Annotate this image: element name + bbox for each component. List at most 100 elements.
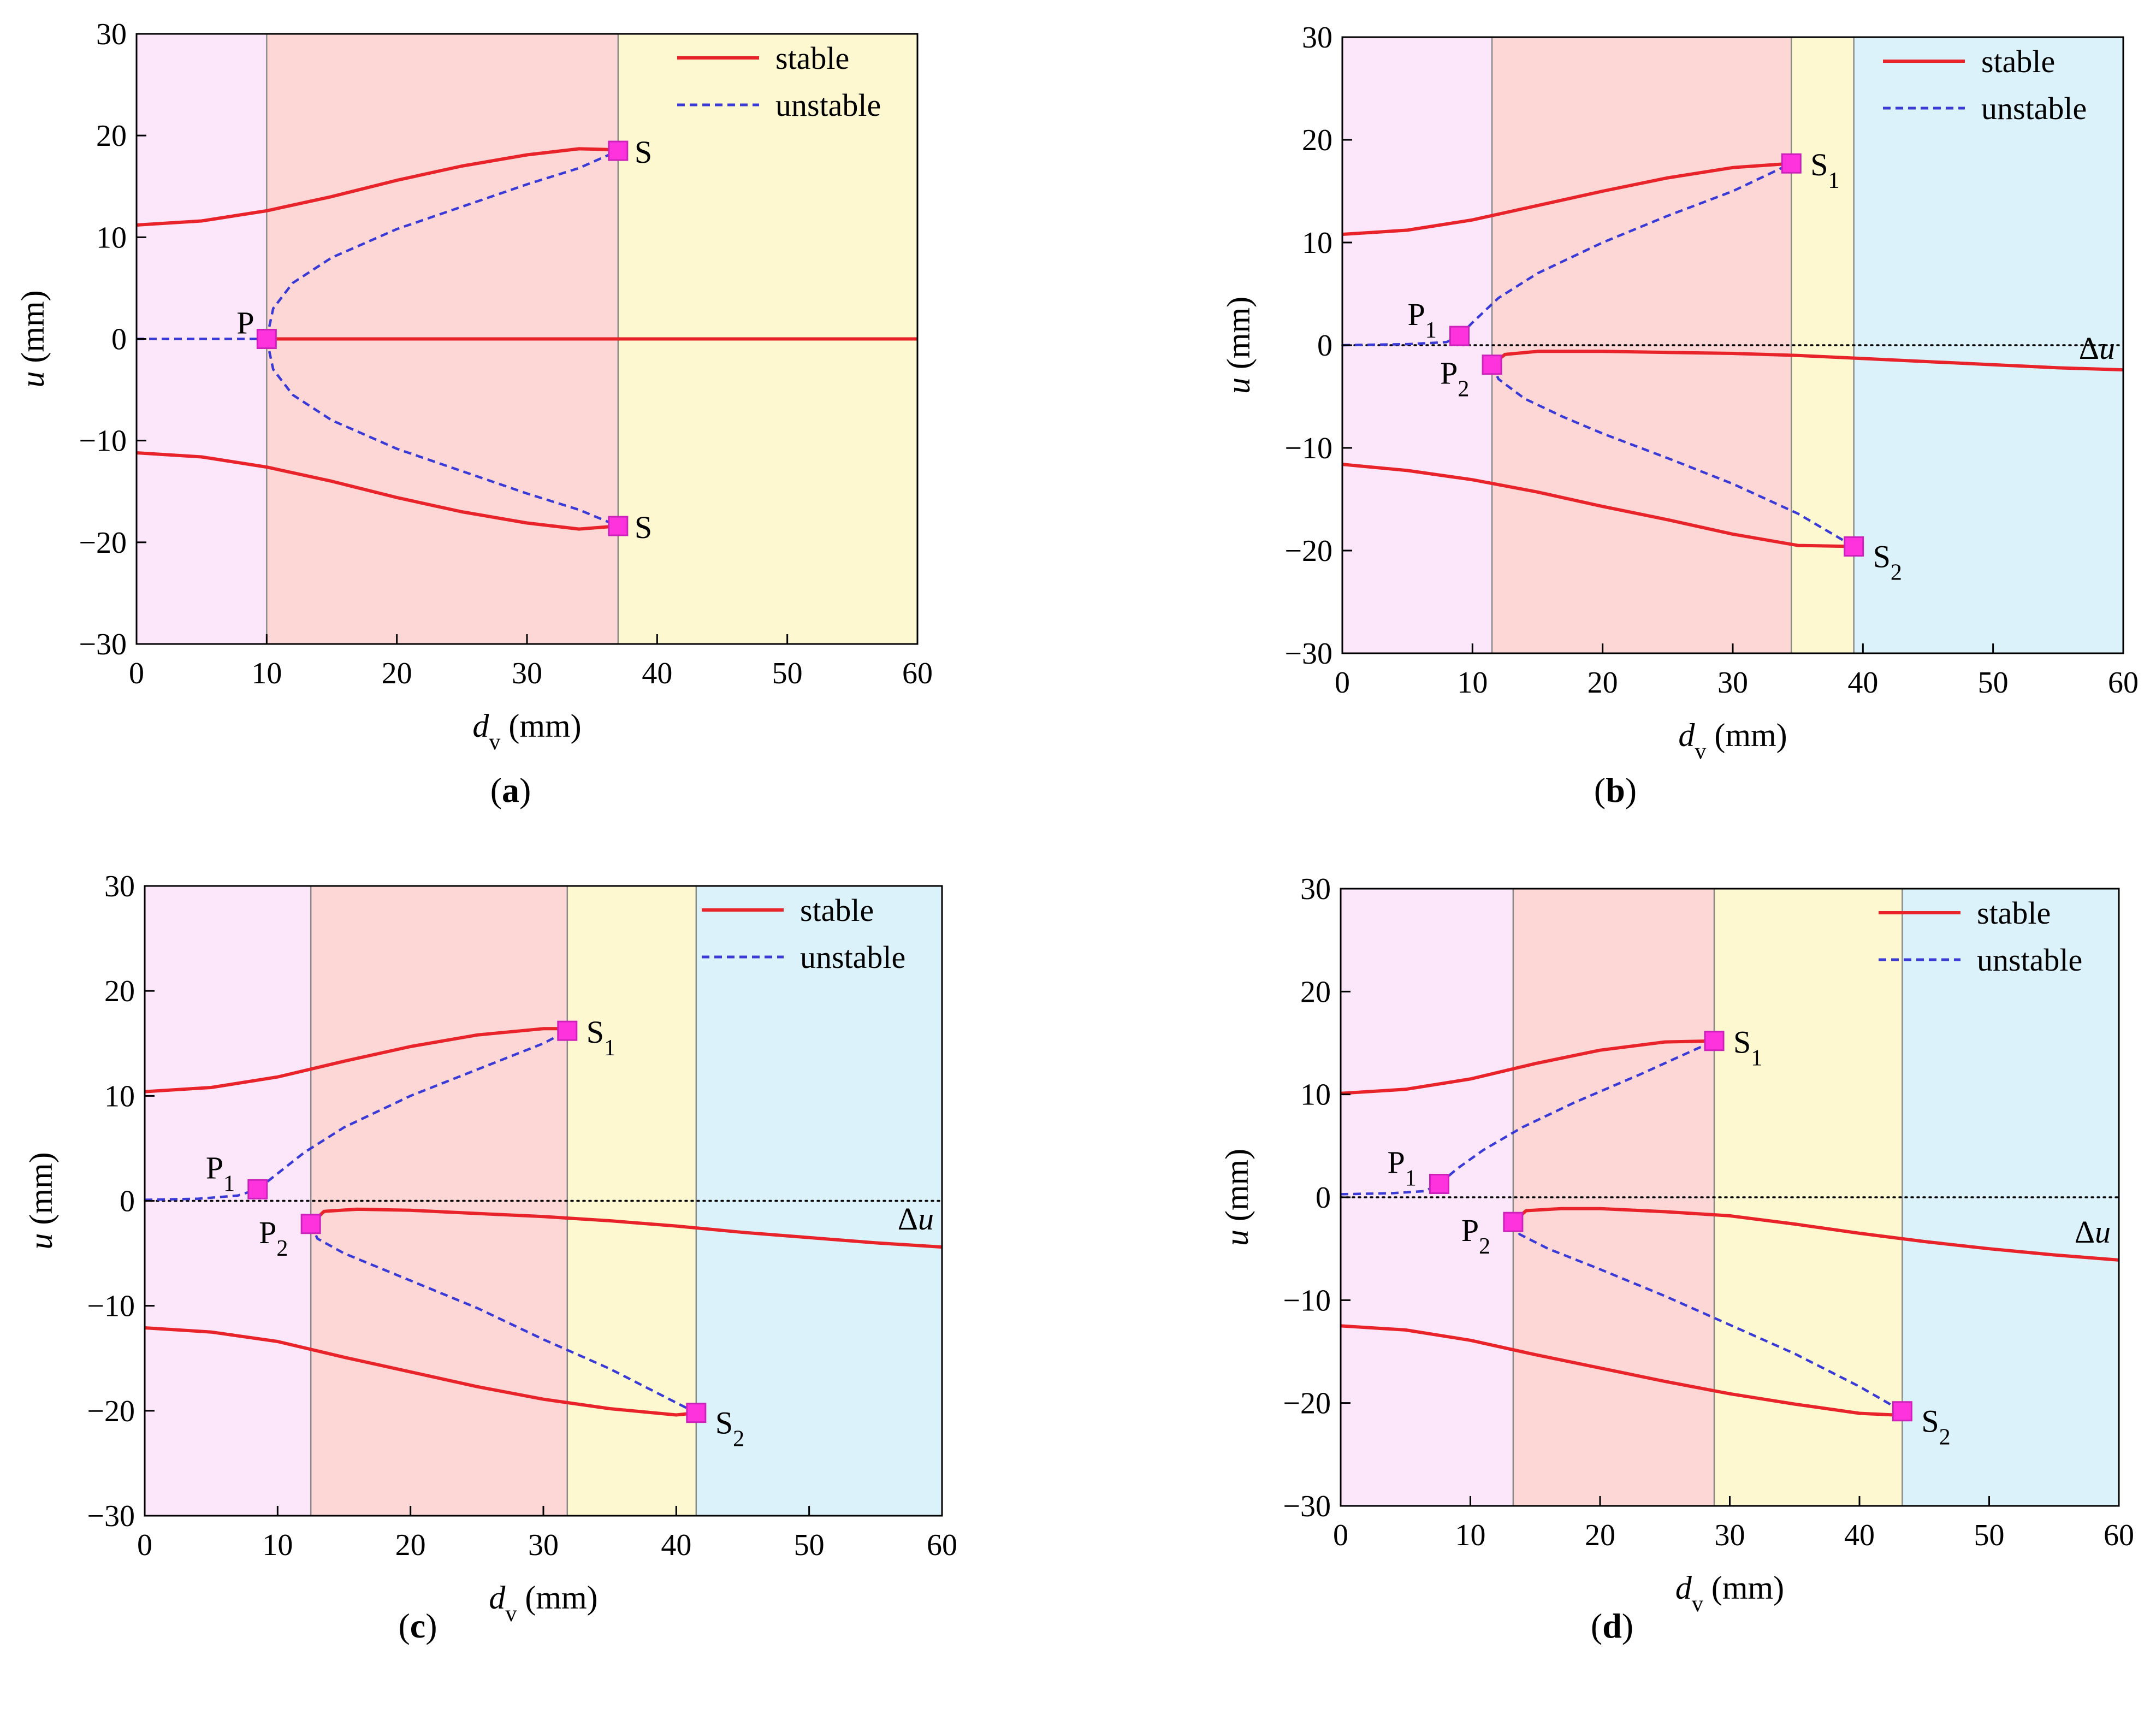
- point-label-P1: P1: [1408, 297, 1437, 343]
- y-tick-label: 20: [1300, 975, 1331, 1009]
- bifurcation-point-marker: [557, 1020, 578, 1041]
- y-tick-label: −30: [1283, 1490, 1331, 1523]
- bifurcation-point-marker: [608, 140, 629, 161]
- panel-d: P1 P2 S1 S2 Δu 0 10 20 30 40 50 60 −30 −20 −10 0 10 20 30 d…: [1219, 872, 2134, 1617]
- bifurcation-point-marker: [1449, 326, 1470, 346]
- y-axis-title: u (mm): [15, 290, 51, 387]
- y-tick-label: 10: [104, 1079, 135, 1113]
- bifurcation-point-marker: [1503, 1211, 1524, 1232]
- point-label-P2: P2: [1440, 356, 1469, 402]
- y-tick-label: 20: [96, 119, 127, 153]
- y-tick-label: −20: [79, 526, 127, 560]
- stable-branch-line: [136, 451, 619, 531]
- point-label-P1: P1: [206, 1150, 235, 1196]
- x-tick-label: 60: [902, 657, 933, 690]
- x-tick-label: 10: [1457, 666, 1488, 700]
- caption-b: (b): [1594, 771, 1637, 809]
- y-tick-label: −30: [87, 1499, 135, 1533]
- y-tick-label: 30: [104, 870, 135, 903]
- y-tick-label: 10: [1302, 226, 1332, 260]
- y-tick-label: 20: [1302, 123, 1332, 157]
- x-axis-title: dv (mm): [489, 1580, 597, 1627]
- bifurcation-point-marker: [1892, 1401, 1912, 1422]
- point-label-S1: S1: [1733, 1025, 1762, 1071]
- panel-c: P1 P2 S1 S2 Δu 0 10 20 30 40 50 60 −30 −20 −10 0 10 20 30 d…: [23, 870, 957, 1627]
- y-tick-label: −20: [1283, 1387, 1331, 1421]
- caption-d: (d): [1590, 1606, 1634, 1645]
- stable-branch-line: [136, 147, 618, 227]
- y-tick-label: 10: [1300, 1078, 1331, 1112]
- x-tick-label: 20: [382, 657, 412, 690]
- x-tick-label: 40: [1844, 1518, 1875, 1552]
- legend-stable-label: stable: [1981, 44, 2055, 79]
- point-label-S2: S2: [1921, 1404, 1950, 1450]
- x-tick-label: 0: [1335, 666, 1350, 700]
- x-tick-label: 40: [661, 1528, 691, 1562]
- y-tick-label: −10: [87, 1290, 135, 1323]
- bifurcation-point-marker: [300, 1214, 321, 1234]
- y-tick-label: 30: [96, 17, 127, 51]
- x-tick-label: 10: [262, 1528, 293, 1562]
- bifurcation-point-marker: [686, 1403, 707, 1423]
- point-label-S1: S1: [1810, 147, 1839, 193]
- unstable-branch-line: [265, 150, 619, 339]
- point-label-S2: S2: [715, 1405, 744, 1452]
- delta-u-label: Δu: [2075, 1214, 2111, 1250]
- x-tick-label: 10: [1455, 1518, 1486, 1552]
- bifurcation-point-marker: [1482, 354, 1502, 375]
- y-tick-label: 0: [1316, 1181, 1331, 1215]
- delta-u-label: Δu: [898, 1201, 934, 1237]
- legend-unstable-label: unstable: [1981, 91, 2087, 126]
- point-label-P2: P2: [259, 1215, 288, 1261]
- legend-unstable-label: unstable: [800, 939, 905, 975]
- y-tick-label: −30: [1284, 637, 1332, 671]
- delta-u-label: Δu: [2079, 330, 2115, 366]
- stable-branch-line: [1342, 463, 1854, 548]
- y-tick-label: −10: [79, 424, 127, 458]
- x-tick-label: 20: [1588, 666, 1618, 700]
- x-tick-label: 20: [1585, 1518, 1615, 1552]
- unstable-branch-line: [1491, 364, 1855, 548]
- y-tick-label: −10: [1284, 432, 1332, 465]
- x-tick-label: 30: [1715, 1518, 1745, 1552]
- region-cyan-band: [1853, 37, 2123, 653]
- point-label-P: P: [236, 305, 254, 341]
- x-tick-label: 40: [1847, 666, 1878, 700]
- stable-branch-line: [1340, 1324, 1903, 1417]
- bifurcation-point-marker: [1704, 1031, 1725, 1051]
- region-cyan-band: [1902, 889, 2119, 1506]
- point-label-S: S: [635, 510, 652, 545]
- x-axis-title: dv (mm): [1675, 1570, 1784, 1617]
- point-label-P2: P2: [1461, 1213, 1490, 1259]
- y-axis-title: u (mm): [23, 1152, 59, 1249]
- legend-unstable-label: unstable: [775, 87, 881, 123]
- unstable-branch-line: [265, 339, 619, 528]
- panel-a: P S S 0 10 20 30 40 50 60 −30 −20 −10 0 10 20 30 dv (mm) u…: [15, 17, 933, 755]
- bifurcation-point-marker: [1781, 153, 1802, 174]
- y-tick-label: −30: [79, 628, 127, 661]
- y-tick-label: 20: [104, 974, 135, 1008]
- x-tick-label: 0: [1333, 1518, 1348, 1552]
- y-tick-label: 0: [1317, 329, 1332, 363]
- x-tick-label: 40: [642, 657, 672, 690]
- bifurcation-point-marker: [608, 516, 629, 536]
- caption-a: (a): [490, 771, 531, 809]
- caption-c: (c): [398, 1606, 437, 1645]
- stable-branch-line: [1340, 1039, 1715, 1095]
- stable-branch-line: [1512, 1207, 2119, 1262]
- x-tick-label: 10: [251, 657, 282, 690]
- y-tick-label: 10: [96, 221, 127, 255]
- y-tick-label: 30: [1302, 21, 1332, 55]
- point-label-S1: S1: [587, 1014, 615, 1061]
- bifurcation-point-marker: [1844, 536, 1864, 557]
- y-tick-label: 0: [111, 323, 127, 357]
- unstable-branch-line: [1342, 335, 1460, 347]
- x-tick-label: 60: [2104, 1518, 2134, 1552]
- x-axis-title: dv (mm): [472, 708, 581, 755]
- stable-branch-line: [1491, 350, 2124, 372]
- y-tick-label: −20: [1284, 534, 1332, 568]
- x-axis-title: dv (mm): [1678, 717, 1787, 764]
- stable-branch-line: [144, 1027, 567, 1094]
- point-label-P1: P1: [1388, 1145, 1417, 1191]
